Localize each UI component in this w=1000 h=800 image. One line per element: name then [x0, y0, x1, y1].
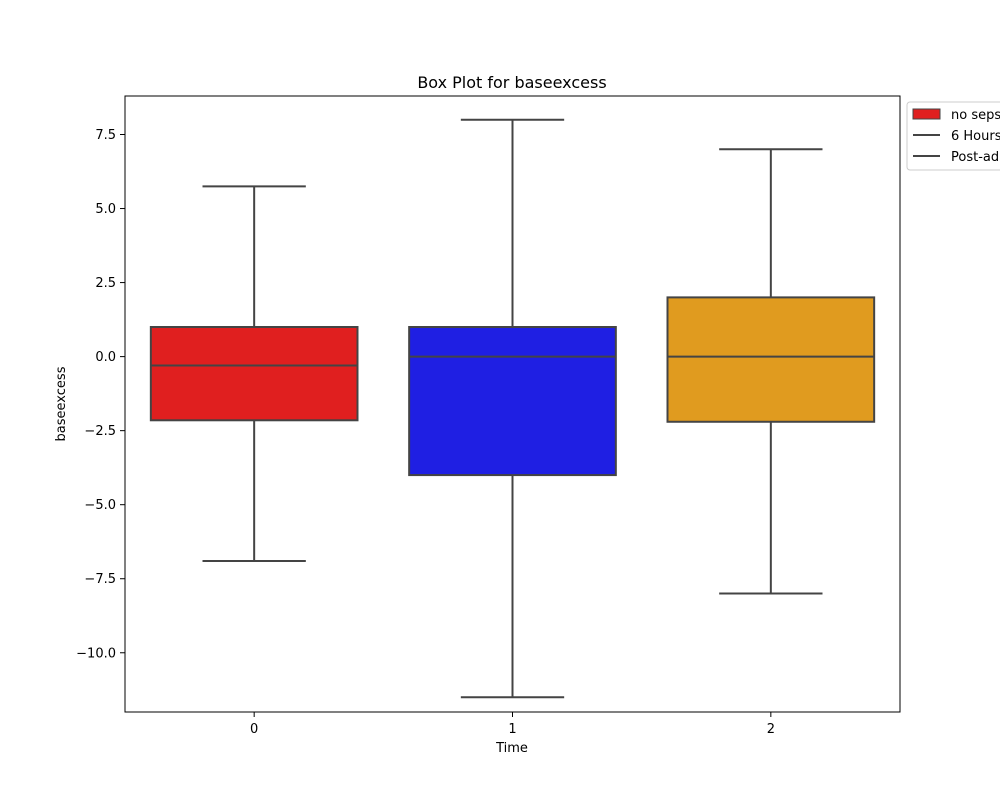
- legend-label: no seps: [951, 108, 1000, 123]
- y-tick-label: −10.0: [76, 646, 116, 661]
- box-group-1: [408, 118, 617, 699]
- legend-entry: no seps: [912, 108, 1000, 123]
- y-tick-label: −2.5: [84, 424, 116, 439]
- legend-label: 6 Hours: [951, 129, 1000, 144]
- legend-entry: 6 Hours: [913, 129, 1000, 144]
- plot-area: [149, 118, 876, 699]
- box-iqr: [408, 326, 617, 477]
- x-axis-label: Time: [495, 741, 528, 756]
- legend-label: Post-ad: [951, 150, 999, 165]
- box-group-0: [149, 185, 359, 562]
- y-tick-label: 2.5: [95, 276, 116, 291]
- x-tick-label: 1: [508, 722, 516, 737]
- y-axis-label: baseexcess: [54, 366, 69, 441]
- box-iqr: [666, 296, 876, 423]
- legend-swatch: [912, 108, 941, 120]
- y-tick-label: −5.0: [84, 498, 116, 513]
- chart-title: Box Plot for baseexcess: [417, 73, 606, 92]
- y-tick-label: 5.0: [95, 202, 116, 217]
- legend-entry: Post-ad: [913, 150, 999, 165]
- x-tick-label: 2: [767, 722, 775, 737]
- y-axis: −10.0 −7.5 −5.0 −2.5 0.0 2.5 5.0 7.5: [76, 128, 125, 661]
- y-tick-label: 0.0: [95, 350, 116, 365]
- y-tick-label: 7.5: [95, 128, 116, 143]
- box-group-2: [666, 148, 876, 595]
- y-tick-label: −7.5: [84, 572, 116, 587]
- legend: no seps 6 Hours Post-ad: [906, 101, 1000, 171]
- box-iqr: [149, 326, 359, 422]
- x-tick-label: 0: [250, 722, 258, 737]
- x-axis: 0 1 2: [250, 712, 775, 737]
